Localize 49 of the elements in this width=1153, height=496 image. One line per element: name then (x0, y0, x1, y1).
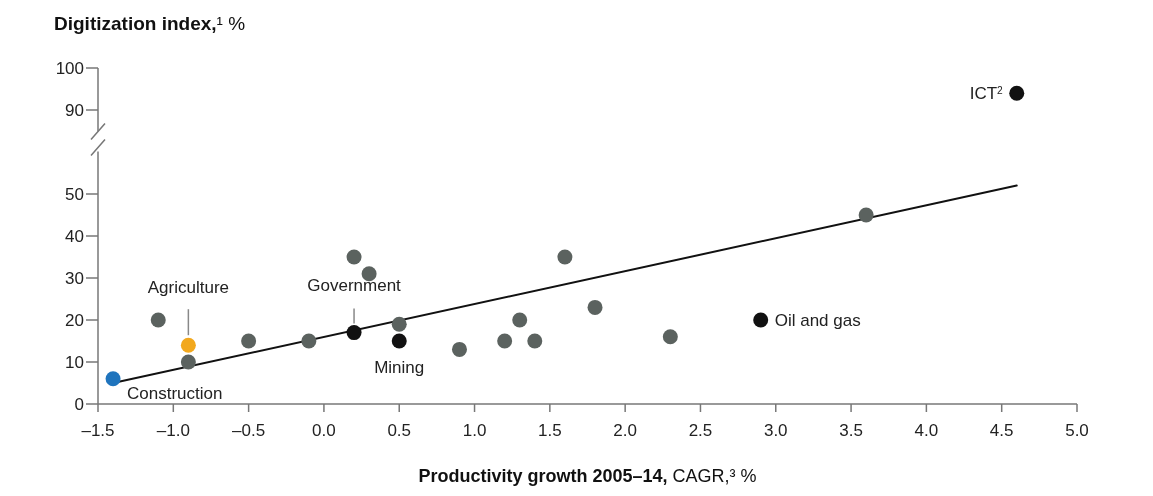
point (451, 341, 467, 357)
x-tick-label: 2.0 (613, 421, 637, 440)
x-axis-title: Productivity growth 2005–14, CAGR,³ % (418, 466, 757, 486)
point (557, 249, 573, 265)
point (346, 249, 362, 265)
annotation: Construction (127, 383, 223, 403)
y-tick-label: 20 (65, 310, 84, 330)
point (662, 329, 678, 345)
annotation: ICT$^{2}$ (969, 84, 1004, 104)
annotation: Oil and gas (774, 311, 861, 330)
x-tick-label: 0.0 (312, 421, 336, 440)
point (301, 333, 317, 349)
x-tick-label: 0.5 (387, 421, 412, 440)
point (587, 299, 603, 315)
y-tick-label: 90 (65, 100, 84, 120)
point (858, 207, 874, 223)
point (346, 325, 362, 341)
chart-title: Digitization index,¹ % (54, 13, 246, 34)
x-tick-label: 4.0 (914, 421, 939, 440)
point (497, 333, 513, 349)
x-tick-label: 1.5 (538, 421, 562, 440)
y-tick-label: 30 (65, 268, 84, 288)
x-tick-label: –1.0 (156, 421, 190, 440)
x-tick-label: 4.5 (989, 421, 1014, 440)
x-tick-label: 3.5 (839, 421, 863, 440)
x-tick-label: 1.0 (462, 421, 487, 440)
x-tick-label: 2.5 (688, 421, 713, 440)
x-tick-label: –1.5 (81, 421, 115, 440)
point (391, 316, 407, 332)
point (180, 354, 196, 370)
point (753, 312, 769, 328)
point (150, 312, 166, 328)
point (105, 371, 121, 387)
y-tick-label: 0 (74, 394, 84, 414)
annotation: Agriculture (147, 278, 229, 298)
x-tick-label: –0.5 (232, 421, 266, 440)
x-tick-label: 5.0 (1065, 421, 1089, 440)
point (527, 333, 543, 349)
point (391, 333, 407, 349)
annotation: Government (307, 275, 402, 295)
y-tick-label: 10 (65, 352, 84, 372)
point (241, 333, 257, 349)
y-tick-label: 50 (65, 184, 84, 204)
point (512, 312, 528, 328)
y-tick-label: 100 (55, 58, 84, 78)
y-tick-label: 40 (65, 226, 84, 246)
x-tick-label: 3.0 (763, 421, 788, 440)
annotation: Mining (374, 358, 425, 377)
point (180, 337, 196, 353)
